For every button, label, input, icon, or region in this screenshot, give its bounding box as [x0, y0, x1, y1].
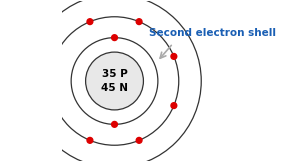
Circle shape — [87, 138, 93, 143]
Circle shape — [112, 35, 117, 40]
Circle shape — [171, 53, 177, 59]
Circle shape — [171, 103, 177, 109]
Text: Second electron shell: Second electron shell — [149, 28, 276, 38]
Circle shape — [52, 53, 58, 59]
Circle shape — [136, 138, 142, 143]
Circle shape — [112, 122, 117, 127]
Circle shape — [136, 19, 142, 24]
Circle shape — [87, 19, 93, 24]
Text: 35 P
45 N: 35 P 45 N — [101, 69, 128, 93]
Circle shape — [52, 103, 58, 109]
Circle shape — [85, 52, 143, 110]
